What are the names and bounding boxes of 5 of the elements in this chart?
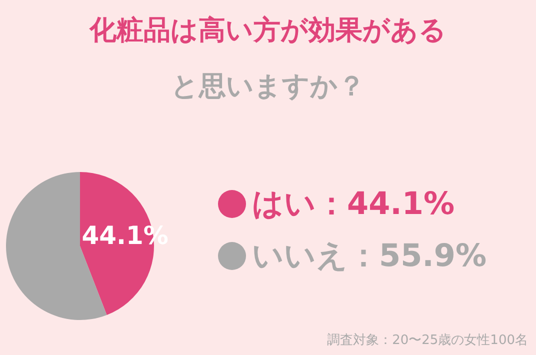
chart-title: 化粧品は高い方が効果がある (88, 14, 448, 48)
legend-label: いいえ：55.9% (252, 237, 487, 276)
text: 調査対象：20〜25歳の女性100名 (327, 332, 528, 349)
chart-subtitle: と思いますか？ (170, 70, 366, 104)
legend-label: はい：44.1% (252, 185, 455, 224)
